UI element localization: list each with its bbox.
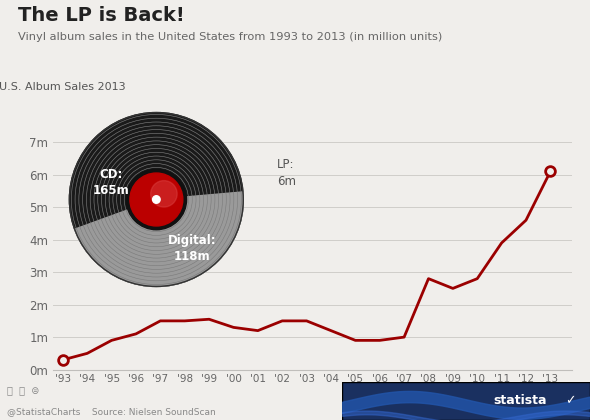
Text: Digital:
118m: Digital: 118m [168, 234, 217, 263]
Text: The LP is Back!: The LP is Back! [18, 6, 185, 25]
Circle shape [126, 169, 186, 230]
Text: LP:
6m: LP: 6m [277, 158, 296, 188]
Circle shape [70, 113, 243, 286]
Text: statista: statista [494, 394, 548, 407]
Text: CD:
165m: CD: 165m [93, 168, 129, 197]
Text: ⓒ  ⓘ  ⊜: ⓒ ⓘ ⊜ [7, 386, 40, 396]
Wedge shape [75, 192, 243, 286]
Text: Vinyl album sales in the United States from 1993 to 2013 (in million units): Vinyl album sales in the United States f… [18, 32, 442, 42]
Text: U.S. Album Sales 2013: U.S. Album Sales 2013 [0, 82, 125, 92]
Text: ✓: ✓ [565, 394, 575, 407]
Circle shape [150, 181, 177, 207]
Circle shape [153, 196, 160, 203]
FancyBboxPatch shape [342, 382, 590, 420]
Circle shape [130, 173, 183, 226]
Text: @StatistaCharts    Source: Nielsen SoundScan: @StatistaCharts Source: Nielsen SoundSca… [7, 407, 216, 416]
